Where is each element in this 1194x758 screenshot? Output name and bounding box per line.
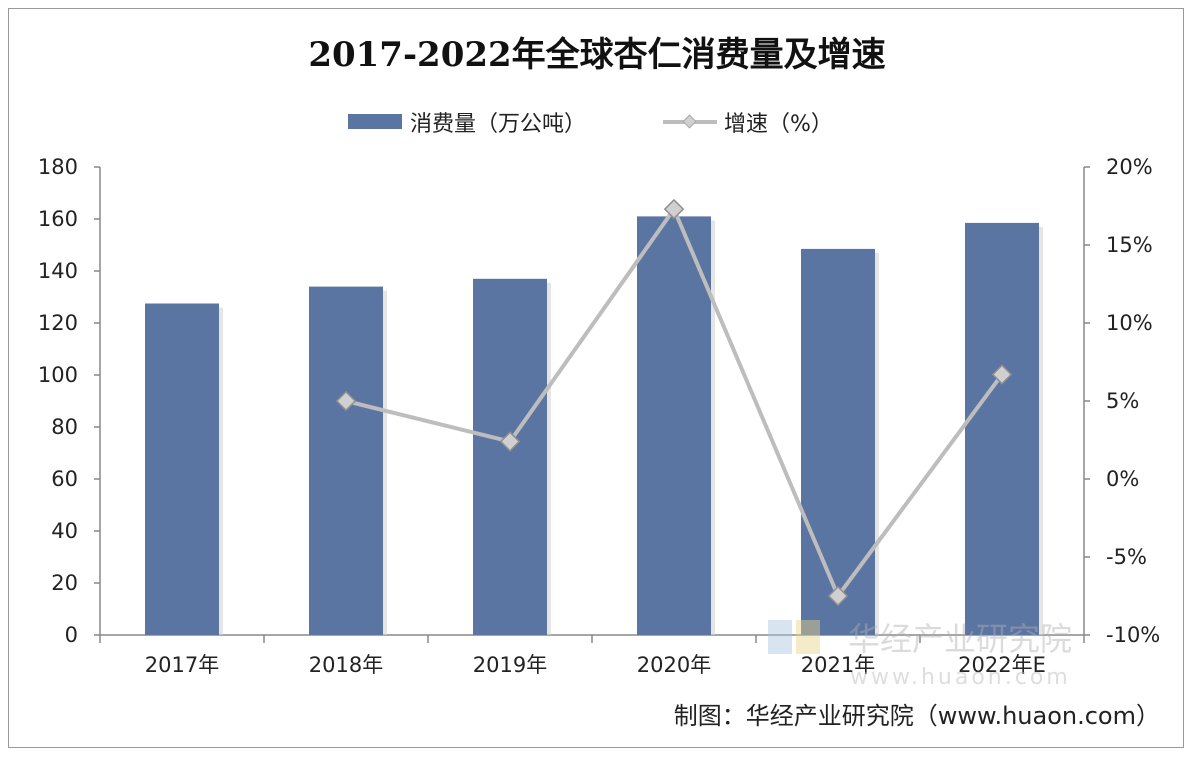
growth-point	[663, 198, 685, 220]
growth-point	[499, 431, 521, 452]
legend: 消费量（万公吨） 增速（%）	[348, 112, 833, 137]
y-left-tick-label: 20	[51, 571, 78, 595]
y-left-tick-label: 40	[51, 519, 78, 543]
y-right-tick-label: 0%	[1106, 467, 1139, 491]
watermark: 华经产业研究院 www.huaon.com	[768, 620, 1072, 690]
legend-line-label: 增速（%）	[724, 112, 833, 137]
watermark-text-cn: 华经产业研究院	[848, 620, 1072, 658]
x-tick-label: 2021年	[801, 653, 875, 677]
y-right-tick-label: -5%	[1106, 545, 1147, 569]
axes: 0 20 40 60 80 100 120 140 160 180 -10% -5% 0% 5% 10% 15…	[38, 155, 1160, 677]
y-right-tick-label: -10%	[1106, 623, 1160, 647]
x-tick-label: 2017年	[145, 653, 219, 677]
chart-title: 2017-2022年全球杏仁消费量及增速	[308, 35, 885, 75]
bar	[801, 248, 875, 635]
legend-bar-label: 消费量（万公吨）	[410, 112, 586, 137]
bar-series	[145, 216, 1043, 635]
y-right-tick-label: 5%	[1106, 389, 1139, 413]
y-left-tick-label: 180	[38, 155, 78, 179]
legend-line-marker	[682, 114, 697, 129]
x-tick-label: 2019年	[473, 653, 547, 677]
bar	[309, 286, 383, 635]
y-left-tick-label: 80	[51, 415, 78, 439]
growth-point	[827, 585, 849, 607]
watermark-logo-icon	[768, 620, 792, 654]
y-left-tick-label: 0	[65, 623, 78, 647]
bar	[473, 278, 547, 635]
watermark-logo-icon-accent	[796, 620, 820, 654]
y-left-tick-label: 140	[38, 259, 78, 283]
bar	[637, 216, 711, 635]
legend-bar-swatch	[348, 114, 402, 129]
x-tick-label: 2020年	[637, 653, 711, 677]
watermark-text-en: www.huaon.com	[850, 665, 1071, 690]
y-left-tick-label: 60	[51, 467, 78, 491]
x-tick-label: 2018年	[309, 653, 383, 677]
y-left-tick-label: 120	[38, 311, 78, 335]
y-right-tick-label: 10%	[1106, 311, 1153, 335]
bar	[965, 222, 1039, 635]
bar	[145, 303, 219, 635]
growth-point	[991, 364, 1013, 385]
line-series	[335, 198, 1013, 607]
growth-point	[335, 390, 357, 412]
y-left-tick-label: 160	[38, 207, 78, 231]
y-right-tick-label: 20%	[1106, 155, 1153, 179]
y-left-tick-label: 100	[38, 363, 78, 387]
source-note: 制图：华经产业研究院（www.huaon.com）	[674, 702, 1160, 730]
x-tick-label: 2022年E	[958, 653, 1046, 677]
y-right-tick-label: 15%	[1106, 233, 1153, 257]
